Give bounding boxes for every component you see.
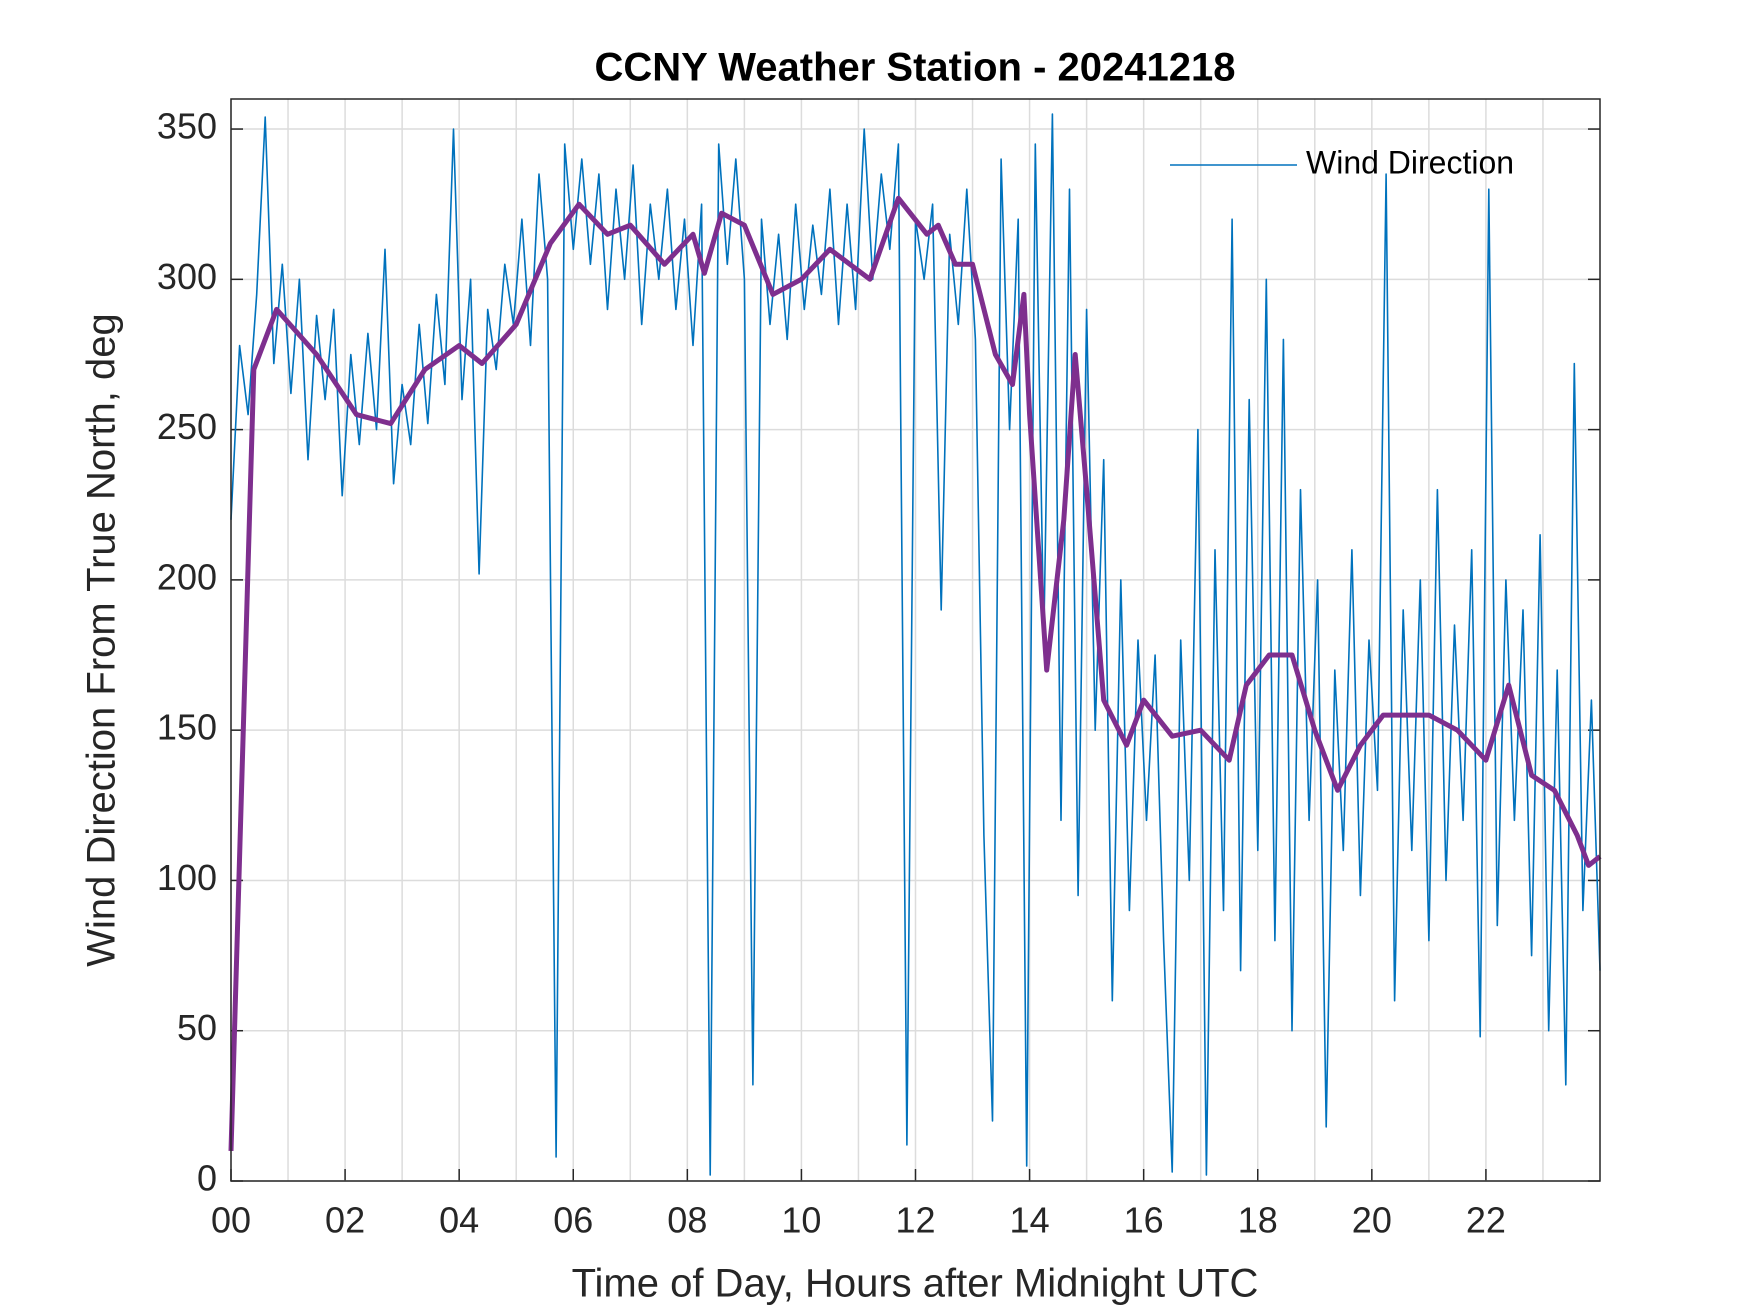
y-tick-label: 250: [157, 406, 217, 447]
y-axis-label: Wind Direction From True North, deg: [80, 313, 124, 967]
chart-title: CCNY Weather Station - 20241218: [595, 46, 1236, 90]
y-tick-label: 150: [157, 707, 217, 748]
y-tick-label: 100: [157, 857, 217, 898]
x-tick-label: 18: [1238, 1200, 1278, 1241]
legend-label: Wind Direction: [1306, 144, 1514, 180]
x-tick-label: 22: [1466, 1200, 1506, 1241]
x-tick-label: 08: [667, 1200, 707, 1241]
x-tick-label: 14: [1010, 1200, 1050, 1241]
x-tick-label: 02: [325, 1200, 365, 1241]
x-axis-label: Time of Day, Hours after Midnight UTC: [572, 1262, 1259, 1306]
data-line: [228, 195, 1602, 1151]
x-tick-label: 16: [1124, 1200, 1164, 1241]
y-tick-label: 350: [157, 106, 217, 147]
x-tick-label: 12: [895, 1200, 935, 1241]
y-tick-label: 0: [197, 1158, 217, 1199]
y-tick-label: 50: [177, 1007, 217, 1048]
x-tick-label: 10: [781, 1200, 821, 1241]
x-tick-label: 06: [553, 1200, 593, 1241]
x-tick-label: 00: [211, 1200, 251, 1241]
y-tick-label: 300: [157, 256, 217, 297]
y-tick-label: 200: [157, 556, 217, 597]
x-tick-label: 20: [1352, 1200, 1392, 1241]
x-tick-label: 04: [439, 1200, 479, 1241]
plot-frame: [230, 98, 1601, 1182]
